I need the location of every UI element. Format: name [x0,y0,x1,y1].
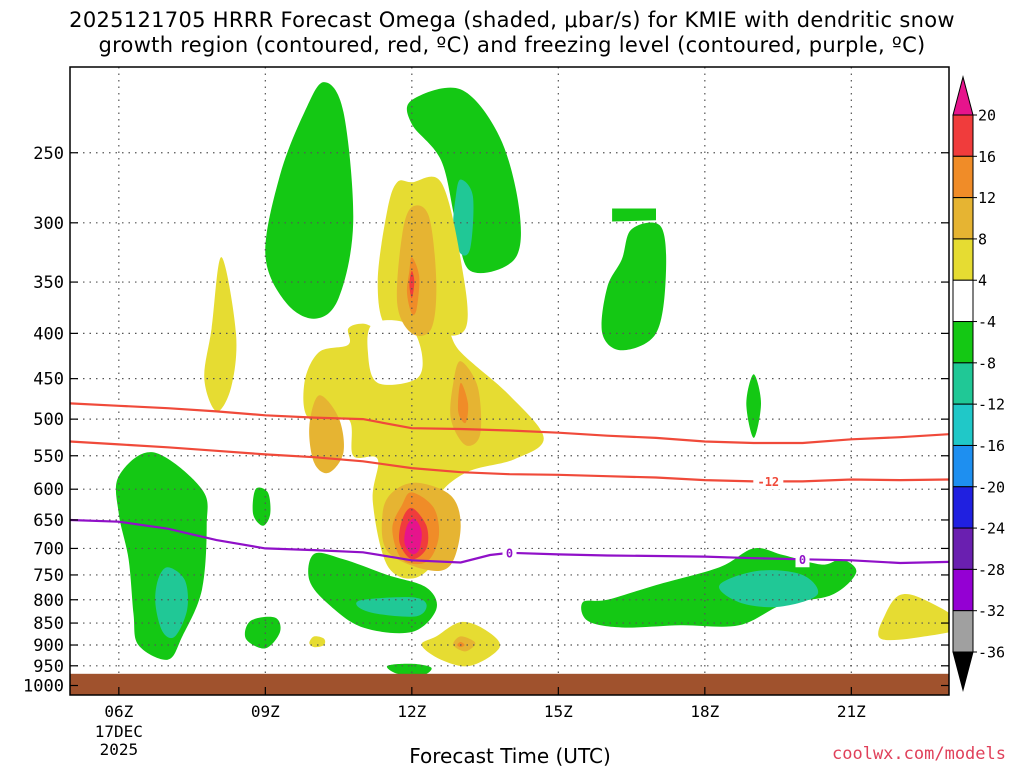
xtick-label-15Z: 15Z [544,702,573,721]
colorbar-label-12: -32 [978,602,1005,620]
ytick-label-350: 350 [33,273,64,293]
colorbar-swatch-1 [952,155,974,199]
omega-region-yellow-33 [878,593,949,641]
ytick-label-650: 650 [33,511,64,531]
omega-region-magenta-19 [404,518,422,555]
xtick-label-12Z: 12Z [397,702,426,721]
omega-region-orange-15 [457,382,469,424]
colorbar-swatch-4 [952,279,974,323]
ground-surface [70,673,949,695]
freezing-level-label-1: 0 [799,553,806,567]
xtick-label-21Z: 21Z [837,702,866,721]
omega-region-green-22 [252,487,271,526]
colorbar-label-2: 12 [978,189,996,207]
colorbar-swatch-10 [952,527,974,570]
omega-region-white-8 [367,320,423,385]
ytick-label-900: 900 [33,636,64,656]
ytick-label-800: 800 [33,591,64,611]
xtick-label-18Z: 18Z [690,702,719,721]
colorbar-label-5: -4 [978,313,996,331]
omega-region-yellow-26 [309,636,326,648]
omega-region-green-3 [612,208,656,222]
colorbar-label-7: -12 [978,396,1005,414]
omega-region-green-31 [581,547,857,628]
freezing-level-label-bg-0 [502,544,517,561]
dgz-warm-edge-line [70,402,949,445]
colorbar-swatch-5 [952,321,974,364]
omega-region-yellow-6 [303,318,544,579]
colorbar-label-9: -20 [978,478,1005,496]
credit-text: coolwx.com/models [832,744,1006,764]
chart-title-line1: 2025121705 HRRR Forecast Omega (shaded, … [69,8,955,32]
xtick-label-06Z: 06Z [104,702,133,721]
colorbar-label-4: 4 [978,272,987,290]
ytick-label-1000: 1000 [23,677,64,697]
omega-region-teal-32 [718,570,819,608]
dgz-cold-edge-label-0: -12 [757,475,779,489]
dgz-cold-edge-label-bg-0 [753,473,784,490]
colorbar-swatch-0 [952,114,974,157]
ytick-label-400: 400 [33,324,64,344]
omega-region-teal-21 [155,567,188,639]
colorbar-bottom-triangle [952,651,974,692]
x-axis-label: Forecast Time (UTC) [409,744,611,768]
xtick-label-09Z: 09Z [251,702,280,721]
colorbar-swatch-11 [952,568,974,612]
freezing-level-label-bg-1 [795,551,810,568]
omega-region-green-0 [265,82,354,319]
freezing-level-line [70,518,949,565]
chart-title-line2: growth region (contoured, red, ºC) and f… [98,33,926,57]
omega-region-green-25 [244,616,281,649]
colorbar-label-6: -8 [978,354,996,372]
omega-region-red-12 [409,270,415,299]
omega-region-yellow-9 [204,257,237,412]
colorbar-label-11: -28 [978,561,1005,579]
ytick-label-500: 500 [33,410,64,430]
colorbar-swatch-6 [952,362,974,405]
colorbar: 20 16 12 8 4 -4 -8 -12 -16 -20 -24 -28 -32 -36 [952,75,1005,692]
omega-region-green-1 [406,87,521,274]
ytick-label-700: 700 [33,539,64,559]
plot-background [70,67,949,695]
ytick-label-300: 300 [33,214,64,234]
colorbar-swatch-7 [952,403,974,446]
colorbar-swatch-9 [952,486,974,529]
colorbar-label-3: 8 [978,230,987,248]
xtick-year: 2025 [100,740,139,759]
colorbar-label-10: -24 [978,520,1005,538]
ytick-label-250: 250 [33,144,64,164]
colorbar-swatch-12 [952,610,974,653]
omega-region-gold-13 [309,395,345,474]
omega-region-teal-2 [453,179,474,256]
temperature-contours: -12 0 0 [70,402,949,568]
freezing-level-label-0: 0 [506,546,513,560]
xtick-date: 17DEC [95,722,143,741]
ytick-label-450: 450 [33,370,64,390]
colorbar-swatch-8 [952,444,974,488]
grid-lines [70,67,949,695]
omega-region-green-4 [601,222,667,351]
omega-region-gold-29 [453,636,476,652]
omega-region-green-27 [386,663,432,677]
plot-frame [69,66,950,696]
colorbar-top-triangle [952,75,974,116]
colorbar-label-0: 20 [978,107,996,125]
ytick-label-750: 750 [33,566,64,586]
dgz-cold-edge-line [70,440,949,483]
colorbar-label-1: 16 [978,148,996,166]
ytick-label-950: 950 [33,657,64,677]
colorbar-label-8: -16 [978,437,1005,455]
ytick-label-850: 850 [33,614,64,634]
ytick-label-550: 550 [33,447,64,467]
colorbar-swatch-2 [952,197,974,240]
ytick-label-600: 600 [33,480,64,500]
omega-shading [115,82,949,677]
omega-region-teal-24 [356,597,427,617]
colorbar-label-13: -36 [978,644,1005,662]
colorbar-swatch-3 [952,238,974,281]
y-axis-ticks: 2503003504004505005506006507007508008509… [23,144,949,697]
omega-region-green-5 [746,374,761,438]
